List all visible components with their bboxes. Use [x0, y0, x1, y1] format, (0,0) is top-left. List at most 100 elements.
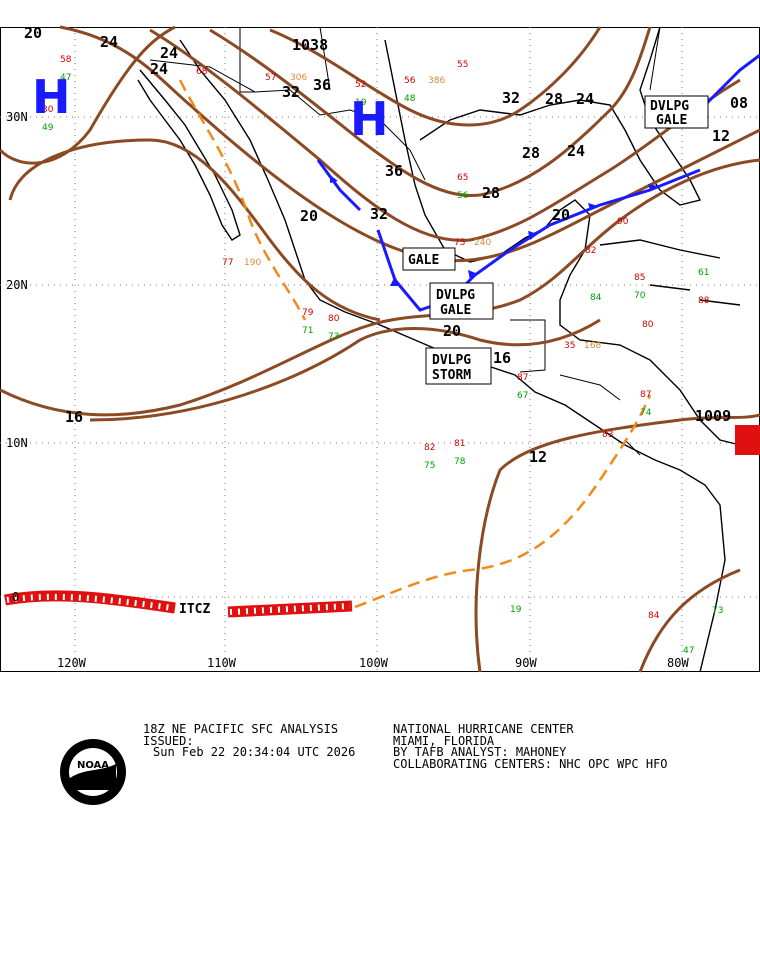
station-value: 71: [302, 326, 313, 336]
station-value: 84: [590, 293, 602, 303]
footer-text: 18Z NE PACIFIC SFC ANALYSIS: [143, 722, 338, 736]
isobar-label: 24: [100, 33, 118, 51]
border-line: [510, 319, 641, 456]
low-marker: [735, 425, 760, 455]
station-value: 80: [328, 314, 340, 324]
isobar-label: 28: [545, 90, 563, 108]
station-value: 56: [404, 76, 416, 86]
isobar-label: 20: [552, 206, 570, 224]
station-value: 87: [517, 373, 528, 383]
isobar-label: 12: [712, 127, 730, 145]
isobar: [149, 28, 741, 242]
islands-coast: [599, 239, 741, 306]
isobar: [209, 26, 652, 198]
station-value: 240: [474, 238, 491, 248]
station-value: 73: [328, 332, 339, 342]
station-value: 77: [222, 258, 233, 268]
cold-front: [376, 168, 701, 312]
warning-label: GALE: [440, 303, 471, 318]
station-value: 88: [698, 296, 710, 306]
warning-label: DVLPG: [436, 288, 475, 303]
footer-text: NATIONAL HURRICANE CENTER: [393, 722, 574, 736]
station-value: 74: [640, 408, 652, 418]
station-value: 82: [424, 443, 435, 453]
warning-label: DVLPG: [650, 99, 689, 114]
fronts: [4, 53, 760, 618]
isobar-label: 20: [300, 207, 318, 225]
isobar: [638, 568, 741, 673]
station-value: 56: [457, 191, 469, 201]
warning-label: GALE: [408, 253, 439, 268]
trough: [178, 79, 307, 321]
map-frame: [0, 27, 760, 672]
station-value: 55: [457, 60, 468, 70]
cold-front: [698, 53, 760, 112]
isobar: [474, 413, 760, 673]
station-value: 87: [640, 390, 651, 400]
station-value: 79: [302, 308, 314, 318]
isobar-label: 20: [443, 322, 461, 340]
isobar-labels: 20 24 24 24 32 36 32 28 24 36 28 24 28 2…: [24, 24, 748, 466]
lon-label: 80W: [667, 656, 689, 670]
station-value: 68: [196, 67, 208, 77]
footer: NOAA 18Z NE PACIFIC SFC ANALYSIS ISSUED:…: [60, 722, 668, 805]
station-value: 90: [617, 217, 629, 227]
station-value: 83: [602, 430, 613, 440]
isobar-label: 36: [385, 162, 403, 180]
border-line: [149, 59, 426, 181]
station-value: 81: [454, 439, 465, 449]
footer-text: Sun Feb 22 20:34:04 UTC 2026: [153, 745, 355, 759]
station-value: 73: [712, 606, 723, 616]
lat-label: 10N: [6, 436, 28, 450]
lat-label: 0: [12, 590, 19, 604]
footer-text: BY TAFB ANALYST: MAHONEY: [393, 745, 567, 759]
station-value: 80: [642, 320, 654, 330]
isobar-label: 24: [150, 60, 168, 78]
station-value: 35: [564, 341, 575, 351]
isobar-label: 32: [370, 205, 388, 223]
station-value: 75: [424, 461, 435, 471]
warning-box: [429, 282, 494, 320]
station-value: 78: [454, 457, 466, 467]
baja-coast: [137, 69, 241, 241]
station-value: 19: [355, 98, 367, 108]
isobar: [0, 158, 760, 417]
lon-label: 100W: [359, 656, 389, 670]
isobar-label: 24: [160, 44, 178, 62]
warning-label: STORM: [432, 368, 471, 383]
high-center: H: [350, 92, 389, 146]
station-value: 57: [265, 73, 276, 83]
itcz-label: ITCZ: [179, 602, 210, 617]
warnings: GALE DVLPG GALE DVLPG STORM DVLPG GALE I…: [179, 95, 709, 617]
isobar: [8, 138, 381, 322]
lon-label: 120W: [57, 656, 87, 670]
lat-label: 20N: [6, 278, 28, 292]
warning-box: [644, 95, 709, 129]
isobar-label: 28: [522, 144, 540, 162]
isobar-label: 16: [493, 349, 511, 367]
station-value: 49: [42, 123, 54, 133]
station-value: 70: [634, 291, 646, 301]
isobar: [269, 26, 602, 127]
stations: 58 47 30 49 68 57 306 52 19 56 386 48 55…: [42, 55, 723, 656]
footer-text: COLLABORATING CENTERS: NHC OPC WPC HFO: [393, 757, 668, 771]
isobar-label: 24: [567, 142, 585, 160]
station-value: 47: [683, 646, 694, 656]
lon-label: 110W: [207, 656, 237, 670]
station-value: 30: [42, 105, 54, 115]
isobar: [0, 25, 176, 165]
warning-box: [425, 347, 492, 385]
isobar-label: 16: [65, 408, 83, 426]
station-value: 61: [698, 268, 709, 278]
station-value: 306: [290, 73, 307, 83]
station-value: 85: [634, 273, 645, 283]
isobar-label: 32: [282, 83, 300, 101]
isobar-label: 08: [730, 94, 748, 112]
cold-front: [316, 159, 362, 212]
isobar-label: 32: [502, 89, 520, 107]
station-value: 47: [60, 73, 71, 83]
station-value: 19: [510, 605, 522, 615]
high-center: H: [32, 70, 71, 124]
